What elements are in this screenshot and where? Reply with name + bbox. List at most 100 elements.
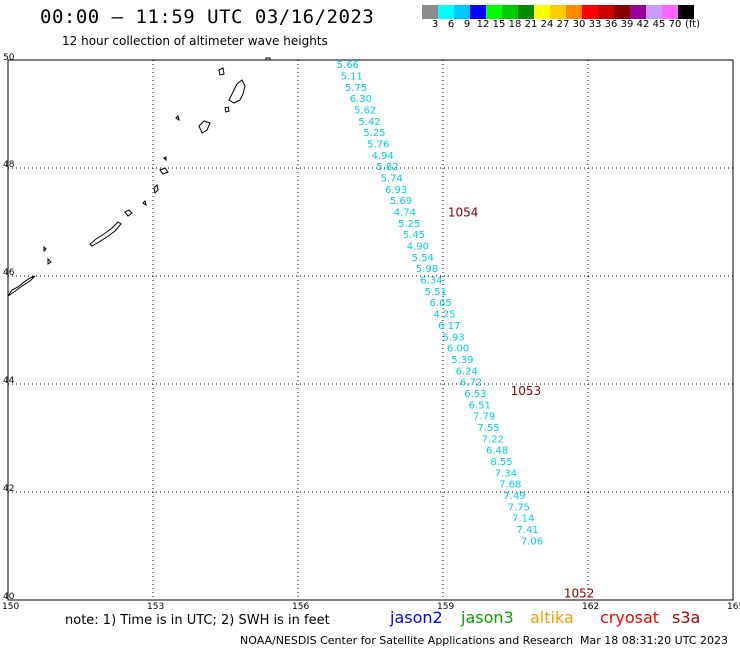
swh-value: 7.79: [473, 412, 495, 423]
color-swatch: [598, 5, 614, 19]
swh-value: 5.51: [425, 287, 447, 298]
swh-value: 6.48: [486, 446, 508, 457]
swh-value: 7.75: [508, 502, 530, 513]
island-small-2: [153, 183, 159, 195]
island-small-7: [47, 257, 52, 265]
latitude-label: 42: [3, 484, 14, 494]
pass-time-label: 1053: [511, 384, 542, 398]
swh-value: 7.49: [503, 491, 525, 502]
latitude-label: 48: [3, 160, 15, 170]
latitude-label: 46: [3, 268, 15, 278]
island-small-4: [198, 120, 211, 134]
color-scale-label: 33: [588, 19, 602, 30]
color-swatch: [534, 5, 550, 19]
color-swatch: [486, 5, 502, 19]
color-scale-label: 27: [556, 19, 570, 30]
island-small-3: [159, 167, 169, 175]
swh-value: 4.94: [371, 151, 393, 162]
swh-value: 6.00: [447, 344, 469, 355]
satellite-altika: altika: [530, 608, 574, 627]
color-swatch: [454, 5, 470, 19]
swh-value: 6.72: [460, 378, 482, 389]
swh-value: 4.90: [407, 242, 429, 253]
swh-value: 6.65: [429, 298, 451, 309]
pass-time-label: 1054: [448, 206, 479, 220]
swh-value: 6.30: [350, 94, 372, 105]
latitude-label: 50: [3, 53, 15, 63]
swh-value: 5.62: [354, 105, 376, 116]
swh-value: 6.93: [385, 185, 407, 196]
color-scale-label: 15: [492, 19, 506, 30]
color-scale-label: 36: [604, 19, 618, 30]
color-scale-unit: (ft): [685, 19, 701, 30]
swh-value: 5.82: [376, 162, 398, 173]
longitude-label: 162: [582, 602, 599, 612]
island-small-1: [124, 209, 133, 217]
footer-note: note: 1) Time is in UTC; 2) SWH is in fe…: [65, 613, 330, 628]
color-scale-label: 18: [508, 19, 522, 30]
island-small-12: [265, 57, 271, 61]
altimeter-track: 5.665.115.756.305.625.425.255.764.945.82…: [337, 60, 543, 547]
swh-value: 6.51: [469, 400, 491, 411]
swh-value: 7.34: [495, 468, 517, 479]
color-scale-label: 9: [463, 19, 471, 30]
color-scale-label: 6: [447, 19, 455, 30]
island-small-6: [43, 245, 47, 253]
map-subtitle: 12 hour collection of altimeter wave hei…: [62, 34, 328, 48]
generated-time: Mar 18 08:31:20 UTC 2023: [580, 634, 728, 647]
longitude-label: 153: [147, 602, 164, 612]
longitude-label: 150: [2, 602, 19, 612]
color-scale-label: 70: [668, 19, 682, 30]
swh-value: 5.25: [398, 219, 420, 230]
color-swatch: [422, 5, 438, 19]
map-title: 00:00 — 11:59 UTC 03/16/2023: [40, 6, 375, 28]
swh-value: 7.22: [482, 434, 504, 445]
swh-value: 4.74: [394, 208, 416, 219]
color-swatch: [678, 5, 694, 19]
swh-value: 4.25: [433, 310, 455, 321]
latitude-label: 40: [3, 592, 15, 602]
color-swatch: [438, 5, 454, 19]
color-scale-label: 45: [652, 19, 666, 30]
color-swatch: [518, 5, 534, 19]
island-small-11: [163, 156, 167, 162]
coastline-mainland: [7, 275, 36, 297]
satellite-jason2: jason2: [390, 608, 443, 627]
swh-value: 6.34: [420, 276, 442, 287]
color-swatch: [582, 5, 598, 19]
swh-value: 5.25: [363, 128, 385, 139]
color-scale-label: 3: [431, 19, 439, 30]
swh-value: 5.93: [443, 332, 465, 343]
swh-value: 7.55: [477, 423, 499, 434]
swh-value: 6.53: [464, 389, 486, 400]
swh-value: 5.42: [358, 117, 380, 128]
color-scale-label: 30: [572, 19, 586, 30]
pass-time-label: 1052: [564, 586, 595, 600]
color-scale-bar: [422, 5, 709, 19]
satellite-cryosat: cryosat: [600, 608, 660, 627]
island-small-8: [142, 200, 147, 207]
color-swatch: [630, 5, 646, 19]
island-small-10: [175, 115, 180, 122]
color-scale-label: 24: [540, 19, 554, 30]
color-swatch: [662, 5, 678, 19]
latitude-label: 44: [3, 376, 15, 386]
color-scale-label: 39: [620, 19, 634, 30]
swh-value: 5.76: [367, 139, 389, 150]
color-scale-legend: 3 6 9 12 15 18 21 24 27 30 33 36 39 42 45 70 (ft): [422, 5, 709, 30]
color-swatch: [614, 5, 630, 19]
coastline: [7, 57, 271, 297]
swh-value: 5.69: [390, 196, 412, 207]
swh-value: 5.66: [337, 60, 359, 71]
swh-value: 5.98: [416, 264, 438, 275]
satellite-jason3: jason3: [461, 608, 514, 627]
color-scale-label: 21: [524, 19, 538, 30]
island-large: [89, 221, 122, 247]
map-frame: [7, 59, 734, 601]
island-paramushir: [228, 79, 246, 104]
pass-time-labels: 1054 1053 1052: [448, 206, 595, 601]
swh-value: 5.54: [412, 253, 434, 264]
swh-value: 7.14: [512, 514, 534, 525]
swh-value: 5.74: [381, 174, 403, 185]
